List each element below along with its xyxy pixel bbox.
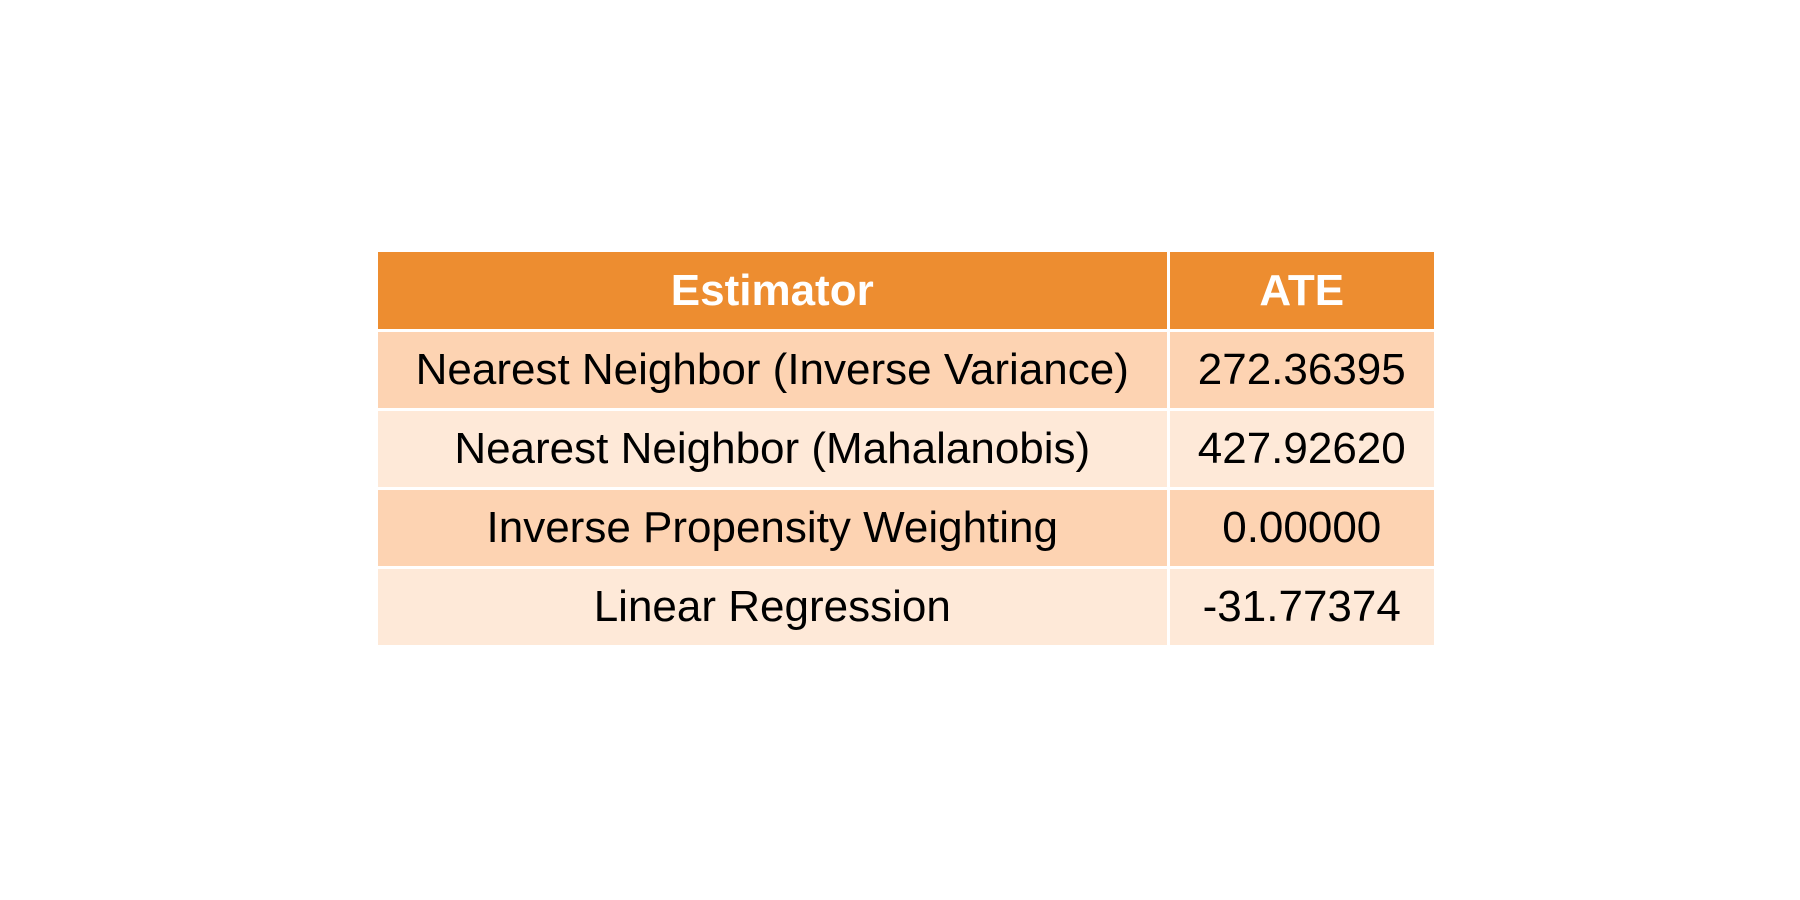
table-row: Nearest Neighbor (Inverse Variance) 272.… [378,329,1434,411]
column-header-ate: ATE [1166,252,1434,332]
ate-cell: -31.77374 [1166,566,1434,645]
estimator-cell: Linear Regression [378,566,1170,645]
table-row: Nearest Neighbor (Mahalanobis) 427.92620 [378,408,1434,490]
table-row: Linear Regression -31.77374 [378,566,1434,645]
estimator-cell: Nearest Neighbor (Mahalanobis) [378,408,1170,490]
estimator-cell: Nearest Neighbor (Inverse Variance) [378,329,1170,411]
ate-cell: 427.92620 [1166,408,1434,490]
table-header-row: Estimator ATE [378,252,1434,332]
results-table: Estimator ATE Nearest Neighbor (Inverse … [378,252,1434,645]
estimator-cell: Inverse Propensity Weighting [378,487,1170,569]
table-row: Inverse Propensity Weighting 0.00000 [378,487,1434,569]
results-table-container: Estimator ATE Nearest Neighbor (Inverse … [378,252,1434,645]
ate-cell: 272.36395 [1166,329,1434,411]
column-header-estimator: Estimator [378,252,1170,332]
ate-cell: 0.00000 [1166,487,1434,569]
